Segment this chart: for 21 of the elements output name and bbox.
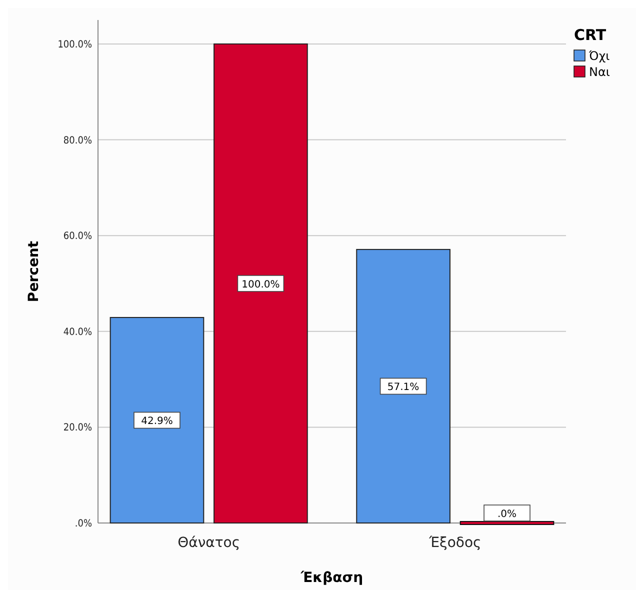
bar [460,521,554,525]
y-tick-label: 80.0% [63,135,92,146]
bar [110,316,204,524]
x-axis-title: Έκβαση [300,570,364,586]
x-tick-label: Θάνατος [178,535,240,551]
y-tick-label: .0% [74,518,92,530]
y-tick-label: 100.0% [58,39,92,50]
data-label: 57.1% [387,382,420,394]
bar [356,248,450,524]
data-label: .0% [497,509,517,520]
y-tick-label: 60.0% [63,231,92,242]
legend-title: CRT [574,26,607,44]
y-axis-title: Percent [26,240,42,302]
y-tick-label: 40.0% [63,326,92,338]
legend-label: Όχι [588,49,610,63]
legend-label: Ναι [589,65,610,79]
y-tick-label: 20.0% [63,422,92,434]
x-tick-label: Έξοδος [428,535,482,551]
data-label: 100.0% [242,279,280,290]
data-label: 42.9% [141,416,173,428]
bar [214,43,308,524]
